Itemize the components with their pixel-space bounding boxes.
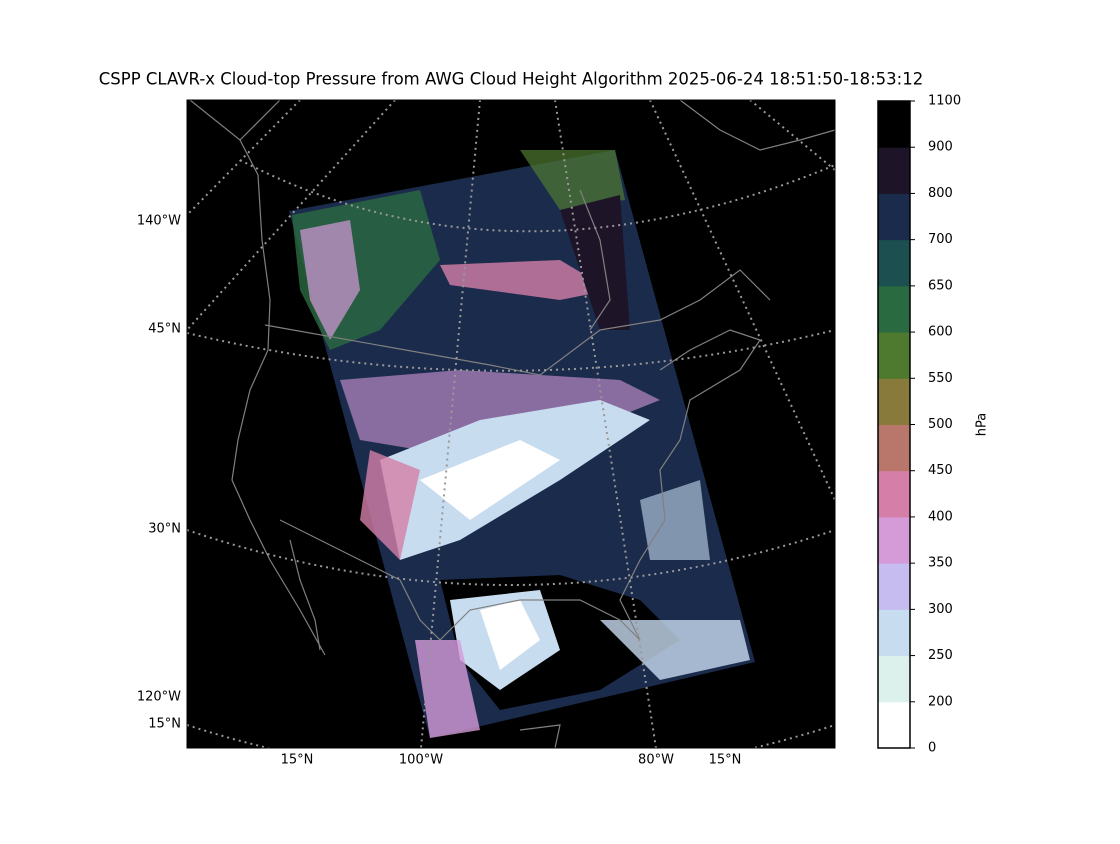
map-label: 45°N — [148, 322, 181, 337]
map-frame — [186, 99, 836, 749]
colorbar-tick-label: 200 — [928, 694, 953, 709]
colorbar-tick-label: 450 — [928, 463, 953, 478]
colorbar-segment — [878, 147, 910, 194]
colorbar: 0 200 250 300 350 400 450 500 550 600 650 700 800 900… — [877, 94, 990, 756]
colorbar-tick-label: 350 — [928, 556, 953, 571]
map-label: 15°N — [709, 753, 742, 768]
left-labels: 140°W 45°N 30°N 120°W 15°N — [137, 214, 181, 732]
colorbar-label: hPa — [975, 413, 990, 436]
colorbar-segment — [878, 516, 910, 564]
colorbar-tick-label: 1100 — [928, 94, 961, 109]
coastlines — [189, 100, 835, 748]
map — [187, 100, 835, 748]
colorbar-tick-label: 550 — [928, 371, 953, 386]
colorbar-tick-label: 700 — [928, 232, 953, 247]
map-label: 140°W — [137, 214, 181, 229]
colorbar-segment — [878, 101, 910, 148]
colorbar-segment — [878, 285, 910, 333]
colorbar-tick-label: 0 — [928, 741, 936, 756]
colorbar-tick-label: 400 — [928, 509, 953, 524]
map-label: 15°N — [281, 753, 314, 768]
colorbar-segment — [878, 378, 910, 425]
map-label: 15°N — [148, 717, 181, 732]
colorbar-tick-label: 250 — [928, 648, 953, 663]
colorbar-segment — [878, 609, 910, 657]
colorbar-segment — [878, 655, 910, 703]
colorbar-tick-label: 650 — [928, 278, 953, 293]
colorbar-segment — [878, 239, 910, 287]
colorbar-segment — [878, 424, 910, 472]
colorbar-segment — [878, 563, 910, 610]
map-label: 30°N — [148, 522, 181, 537]
map-label: 100°W — [399, 753, 443, 768]
title: CSPP CLAVR-x Cloud-top Pressure from AWG… — [99, 70, 923, 89]
bottom-labels: 15°N 100°W 80°W 15°N — [281, 753, 742, 768]
colorbar-tick-label: 500 — [928, 417, 953, 432]
graticule — [187, 100, 835, 748]
colorbar-tick-label: 600 — [928, 325, 953, 340]
colorbar-segment — [878, 470, 910, 518]
colorbar-segment — [878, 701, 910, 749]
colorbar-segment — [878, 193, 910, 241]
map-label: 120°W — [137, 690, 181, 705]
colorbar-segment — [878, 332, 910, 379]
colorbar-tick-label: 300 — [928, 602, 953, 617]
colorbar-tick-label: 800 — [928, 186, 953, 201]
map-label: 80°W — [638, 753, 674, 768]
cloud-patches — [292, 150, 750, 738]
colorbar-tick-label: 900 — [928, 140, 953, 155]
